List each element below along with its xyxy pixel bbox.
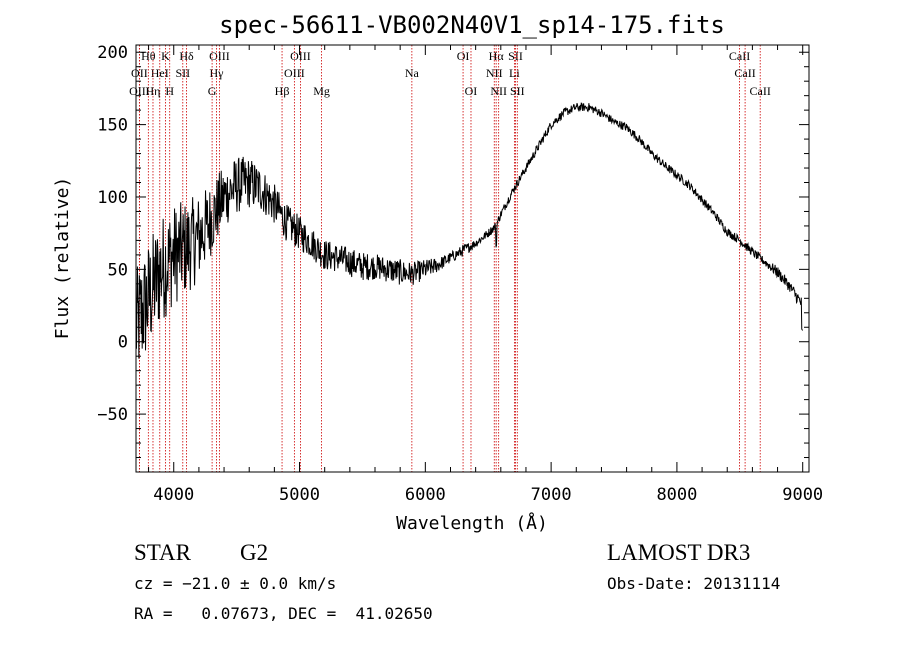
spectral-line-label: CaII: [729, 49, 750, 63]
spectral-line-label: NII: [486, 66, 503, 80]
x-tick-label: 7000: [531, 485, 572, 505]
y-axis-label: Flux (relative): [52, 177, 73, 340]
spectral-line-label: Mg: [313, 84, 330, 98]
spectral-line-label: H: [165, 84, 174, 98]
spectral-line-label: K: [161, 49, 170, 63]
observation-date: Obs-Date: 20131114: [607, 574, 780, 593]
spectral-line-label: OIII: [284, 66, 305, 80]
spectral-line-label: Hη: [146, 84, 161, 98]
spectral-line-label: SII: [510, 84, 525, 98]
y-tick-label: −50: [97, 405, 128, 425]
spectral-line-label: Hγ: [210, 66, 225, 80]
spectral-line-label: Na: [405, 66, 420, 80]
spectral-line-label: Hθ: [141, 49, 156, 63]
spectral-line-label: SII: [175, 66, 190, 80]
spectral-line-label: Hδ: [179, 49, 194, 63]
x-axis-ticks: 4000 5000 6000 7000 8000 9000: [148, 45, 823, 505]
x-tick-label: 4000: [153, 485, 194, 505]
spectral-line-label: Li: [509, 66, 520, 80]
y-tick-label: 100: [97, 188, 128, 208]
x-tick-label: 9000: [782, 485, 823, 505]
plot-frame: [135, 44, 810, 473]
spectral-line-label: CaII: [734, 66, 755, 80]
x-tick-label: 6000: [405, 485, 446, 505]
spectral-line-label: NII: [490, 84, 507, 98]
y-tick-label: 50: [108, 260, 128, 280]
spectrum-series: [135, 102, 804, 359]
spectral-line-label: OIII: [129, 84, 150, 98]
x-tick-label: 8000: [656, 485, 697, 505]
spectral-line-label: HeI: [151, 66, 169, 80]
chart-title: spec-56611-VB002N40V1_sp14-175.fits: [219, 11, 725, 39]
spectral-line-label: G: [208, 84, 217, 98]
coordinates: RA = 0.07673, DEC = 41.02650: [134, 604, 433, 623]
y-axis-ticks: −50 0 50 100 150 200: [97, 43, 809, 459]
spectral-line-label: OIII: [290, 49, 311, 63]
spectral-line-label: OI: [457, 49, 470, 63]
x-tick-label: 5000: [279, 485, 320, 505]
redshift-cz: cz = −21.0 ± 0.0 km/s: [134, 574, 336, 593]
spectral-line-label: Hα: [489, 49, 505, 63]
y-tick-label: 200: [97, 43, 128, 63]
survey-name: LAMOST DR3: [607, 540, 750, 565]
spectrum-line: [135, 102, 804, 359]
spectral-line-label: Hβ: [275, 84, 290, 98]
object-subclass: G2: [240, 540, 268, 565]
spectral-line-label: SII: [508, 49, 523, 63]
y-tick-label: 0: [118, 333, 128, 353]
y-tick-label: 150: [97, 116, 128, 136]
object-class: STAR: [134, 540, 192, 565]
spectral-line-label: CaII: [750, 84, 771, 98]
spectral-line-label: OI: [465, 84, 478, 98]
spectral-line-label: OIII: [209, 49, 230, 63]
x-axis-label: Wavelength (Å): [396, 512, 548, 534]
